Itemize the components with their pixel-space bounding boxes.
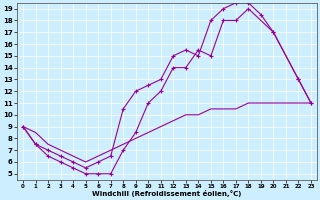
- X-axis label: Windchill (Refroidissement éolien,°C): Windchill (Refroidissement éolien,°C): [92, 190, 242, 197]
